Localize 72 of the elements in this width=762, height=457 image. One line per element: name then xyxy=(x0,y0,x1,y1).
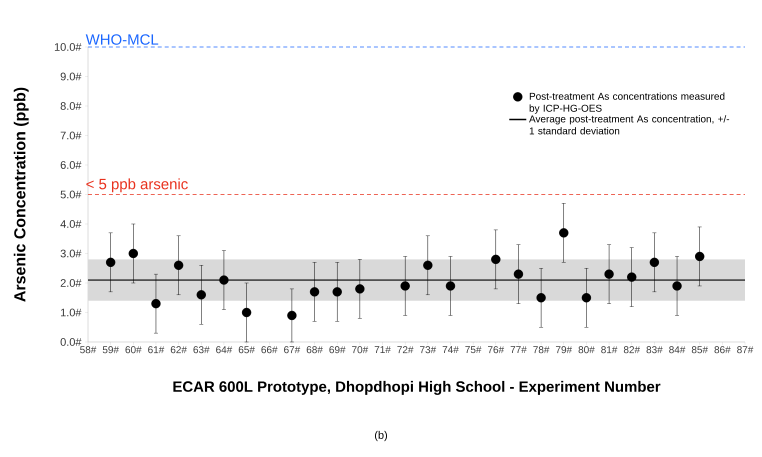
x-tick-label: 58# xyxy=(80,346,96,354)
x-tick-label: 82# xyxy=(624,346,640,354)
y-tick-label: 9.0# xyxy=(60,72,82,80)
point xyxy=(128,248,138,258)
y-tick-label: 10.0# xyxy=(54,43,82,51)
x-tick-label: 61# xyxy=(148,346,164,354)
point xyxy=(196,290,206,300)
x-tick-label: 83# xyxy=(646,346,663,354)
x-tick-label: 76# xyxy=(488,346,504,354)
x-tick-label: 79# xyxy=(556,346,572,354)
point xyxy=(106,258,116,268)
x-tick-label: 75# xyxy=(465,346,482,354)
point xyxy=(400,281,410,291)
point xyxy=(604,269,614,279)
y-tick-label: 0.0# xyxy=(60,338,82,346)
point xyxy=(536,293,546,302)
x-tick-label: 77# xyxy=(510,346,527,354)
y-tick-label: 4.0# xyxy=(60,220,82,228)
x-tick-label: 78# xyxy=(533,346,550,354)
text: (b) xyxy=(374,430,388,442)
point xyxy=(559,228,568,238)
y-tick-label: 2.0# xyxy=(60,279,82,287)
point xyxy=(287,310,297,320)
legend-label: Post-treatment As concentrations measured by ICP-HG-OES xyxy=(530,92,724,114)
x-tick-label: 87# xyxy=(737,346,754,354)
point xyxy=(491,254,500,264)
x-tick-label: 80# xyxy=(578,346,595,354)
x-tick-label: 86# xyxy=(714,346,731,354)
x-tick-label: 63# xyxy=(193,346,210,354)
y-tick-label: 1.0# xyxy=(60,308,82,316)
point xyxy=(174,260,184,270)
point xyxy=(672,281,682,291)
point xyxy=(151,298,161,308)
y-tick-label: 8.0# xyxy=(60,102,82,110)
point xyxy=(355,284,365,294)
x-tick-label: 81# xyxy=(601,346,618,354)
point xyxy=(650,258,660,268)
legend-label: Average post-treatment As concentration, +/- 1 standard deviation xyxy=(529,115,730,134)
x-axis-title: ECAR 600L Prototype, Dhopdhopi High School - Experiment Number xyxy=(173,380,660,395)
y-tick-label: 5.0# xyxy=(60,190,82,198)
point xyxy=(446,281,456,291)
x-tick-label: 70# xyxy=(352,346,368,354)
point xyxy=(695,252,704,262)
x-tick-label: 68# xyxy=(306,346,323,354)
y-tick-label: 7.0# xyxy=(60,132,82,140)
y-tick-label: 3.0# xyxy=(60,250,82,258)
point xyxy=(219,275,229,285)
x-tick-label: 84# xyxy=(669,346,686,354)
x-tick-label: 62# xyxy=(170,346,187,354)
point xyxy=(582,293,592,302)
x-tick-label: 69# xyxy=(329,346,346,354)
point xyxy=(310,287,320,297)
y-tick-label: 6.0# xyxy=(60,161,82,169)
point xyxy=(332,287,342,297)
point xyxy=(423,260,433,270)
point xyxy=(242,308,252,318)
x-tick-label: 72# xyxy=(397,346,414,354)
x-tick-label: 66# xyxy=(261,346,278,354)
x-tick-label: 85# xyxy=(692,346,708,354)
x-tick-label: 60# xyxy=(126,346,142,354)
point xyxy=(627,272,636,282)
ref-line-label: WHO-MCL xyxy=(86,34,158,45)
x-tick-label: 65# xyxy=(238,346,255,354)
x-tick-label: 71# xyxy=(374,346,391,354)
x-tick-label: 74# xyxy=(442,346,459,354)
x-tick-label: 64# xyxy=(216,346,232,354)
ref-line-label: < 5 ppb arsenic xyxy=(86,178,188,192)
point xyxy=(514,269,524,279)
x-tick-label: 67# xyxy=(284,346,300,354)
y-axis-title: Arsenic Concentration (ppb) xyxy=(14,88,29,302)
x-tick-label: 73# xyxy=(420,346,436,354)
x-tick-label: 59# xyxy=(102,346,119,354)
